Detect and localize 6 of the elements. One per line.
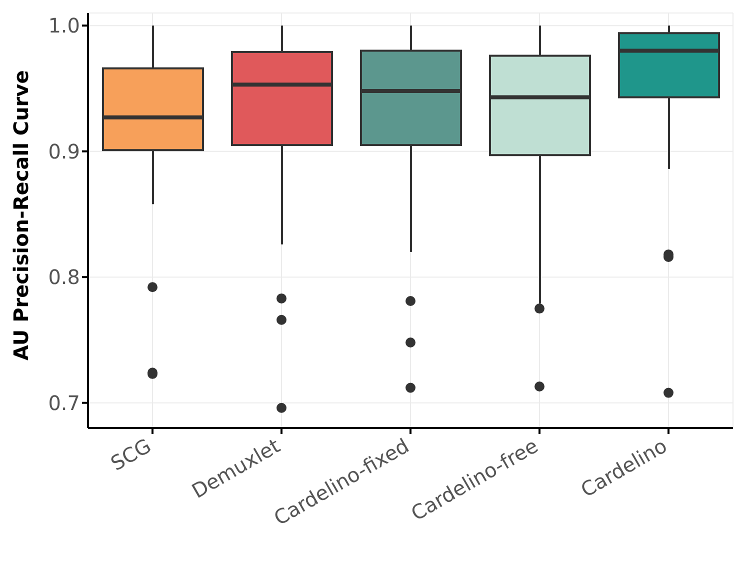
y-tick-label: 0.7 xyxy=(48,390,80,415)
y-axis-title: AU Precision-Recall Curve xyxy=(9,70,34,360)
y-tick-label: 1.0 xyxy=(48,14,80,38)
y-tick-label: 0.8 xyxy=(48,265,80,290)
y-tick-label: 0.9 xyxy=(48,139,80,164)
x-tick-label: SCG xyxy=(106,434,155,476)
